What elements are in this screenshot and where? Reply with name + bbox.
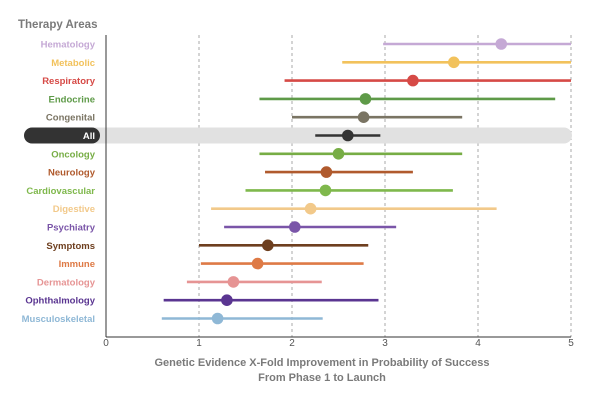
x-tick-label-4: 4 [475, 338, 481, 349]
highlight-band [24, 127, 572, 144]
row-ophthalmology: Ophthalmology [25, 294, 379, 307]
point-estimate [251, 257, 264, 270]
row-endocrine: Endocrine [49, 93, 556, 105]
chart-title: Therapy Areas [18, 19, 97, 31]
point-estimate [221, 294, 233, 307]
x-axis-label-line-1: Genetic Evidence X-Fold Improvement in P… [155, 357, 490, 369]
category-label: Ophthalmology [25, 296, 95, 307]
row-all: All [83, 129, 381, 142]
row-symptoms: Symptoms [46, 239, 369, 252]
category-label: Oncology [51, 149, 96, 160]
point-estimate [288, 221, 301, 233]
point-estimate [359, 93, 372, 105]
point-estimate [342, 129, 354, 142]
point-estimate [211, 312, 224, 325]
category-label: Immune [59, 259, 95, 270]
grid-lines [198, 35, 572, 337]
row-dermatology: Dermatology [37, 276, 322, 288]
x-tick-label-3: 3 [382, 338, 388, 349]
row-congenital: Congenital [46, 111, 463, 124]
category-label: Dermatology [37, 277, 96, 288]
point-estimate [357, 111, 370, 123]
row-immune: Immune [59, 257, 364, 270]
category-label: Symptoms [46, 241, 95, 252]
category-label: Musculoskeletal [22, 314, 95, 325]
row-cardiovascular: Cardiovascular [26, 184, 453, 197]
point-estimate [332, 148, 345, 160]
category-label: Digestive [53, 204, 95, 215]
x-axis-label-line-2: From Phase 1 to Launch [258, 372, 386, 384]
row-metabolic: Metabolic [51, 56, 571, 69]
point-estimate [319, 184, 332, 197]
row-hematology: Hematology [41, 38, 571, 51]
category-label: Metabolic [51, 58, 95, 69]
x-tick-label-2: 2 [289, 338, 295, 349]
point-estimate [320, 166, 333, 178]
category-label: Endocrine [49, 94, 95, 105]
category-label: Congenital [46, 113, 95, 124]
category-label: Cardiovascular [26, 186, 95, 197]
category-label: Neurology [48, 168, 96, 179]
highlight-label-pill [24, 127, 100, 144]
category-label: Psychiatry [47, 223, 96, 234]
row-respiratory: Respiratory [42, 74, 571, 87]
point-estimate [227, 276, 240, 288]
point-estimate [448, 56, 460, 69]
point-estimate [407, 74, 419, 87]
row-psychiatry: Psychiatry [47, 221, 397, 234]
highlight-band-bar [24, 127, 572, 144]
category-label: Respiratory [42, 76, 96, 87]
point-estimate [304, 202, 317, 215]
row-musculoskeletal: Musculoskeletal [22, 312, 323, 325]
x-axis-ticks: 0 1 2 3 4 5 [103, 338, 574, 349]
row-neurology: Neurology [48, 166, 413, 179]
row-oncology: Oncology [51, 148, 463, 160]
x-tick-label-0: 0 [103, 338, 109, 349]
x-tick-label-1: 1 [196, 338, 202, 349]
point-estimate [262, 239, 274, 252]
category-label: All [83, 131, 95, 142]
forest-rows: Hematology Metabolic Respiratory Endocrine C… [22, 38, 571, 325]
axes [105, 35, 571, 338]
category-label: Hematology [41, 40, 96, 51]
point-estimate [495, 38, 508, 50]
x-tick-label-5: 5 [568, 338, 574, 349]
row-digestive: Digestive [53, 202, 497, 215]
